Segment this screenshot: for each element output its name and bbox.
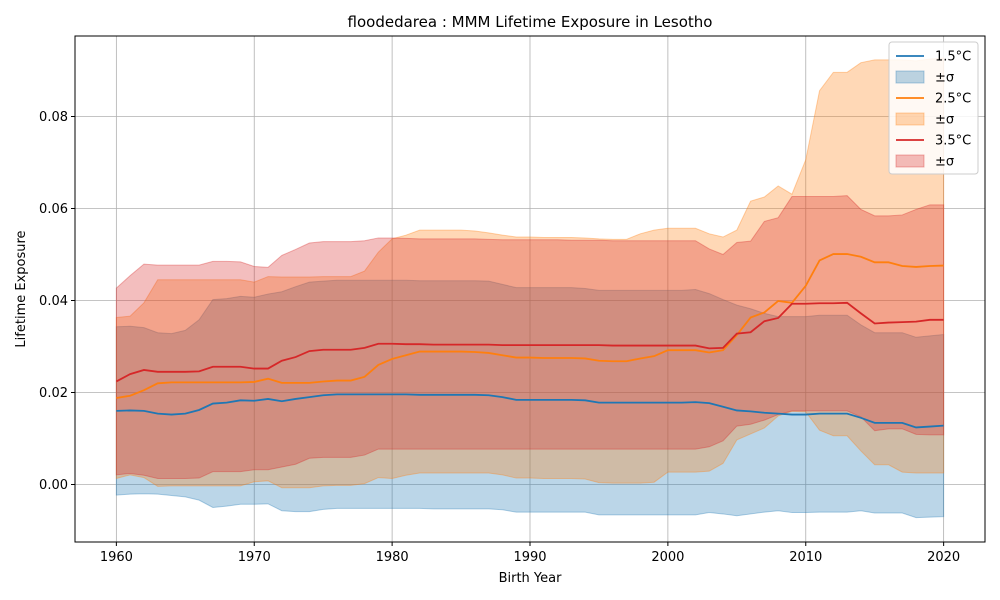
legend-label: ±σ xyxy=(935,113,954,128)
x-tick-label: 2020 xyxy=(927,550,960,565)
y-tick-label: 0.06 xyxy=(39,202,68,217)
band-layer xyxy=(115,57,945,519)
band-series-2 xyxy=(115,195,945,480)
legend-box xyxy=(888,41,979,175)
x-tick-label: 2010 xyxy=(789,550,822,565)
tick-layer: 1960 1970 1980 1990 2000 2010 2020 0.00 0.02 0.04… xyxy=(39,110,960,565)
legend-label: 1.5°C xyxy=(935,50,971,65)
y-tick-label: 0.02 xyxy=(39,386,68,401)
legend-label: ±σ xyxy=(935,155,954,170)
chart-title: floodedarea : MMM Lifetime Exposure in L… xyxy=(348,13,713,31)
line-series-1 xyxy=(116,253,944,399)
x-tick-label: 2000 xyxy=(651,550,684,565)
legend-label: 3.5°C xyxy=(935,134,971,149)
legend-swatch-band xyxy=(895,112,925,126)
legend-label: ±σ xyxy=(935,71,954,86)
band-series-1 xyxy=(115,57,945,489)
x-tick-label: 1980 xyxy=(376,550,409,565)
legend-label: 2.5°C xyxy=(935,92,971,107)
legend-swatch-band xyxy=(895,154,925,168)
band-series-0 xyxy=(115,279,945,519)
x-axis-label: Birth Year xyxy=(499,571,563,586)
line-series-0 xyxy=(116,393,944,429)
y-tick-label: 0.04 xyxy=(39,294,68,309)
y-tick-label: 0.08 xyxy=(39,110,68,125)
x-tick-label: 1970 xyxy=(238,550,271,565)
y-axis-label: Lifetime Exposure xyxy=(14,230,29,347)
x-tick-label: 1990 xyxy=(513,550,546,565)
line-layer xyxy=(115,253,944,429)
grid-layer xyxy=(75,36,985,542)
legend: 1.5°C ±σ 2.5°C ±σ 3.5°C ±σ xyxy=(888,41,979,175)
legend-swatch-band xyxy=(895,70,925,84)
y-tick-label: 0.00 xyxy=(39,478,68,493)
line-series-2 xyxy=(115,301,944,383)
x-tick-label: 1960 xyxy=(100,550,133,565)
